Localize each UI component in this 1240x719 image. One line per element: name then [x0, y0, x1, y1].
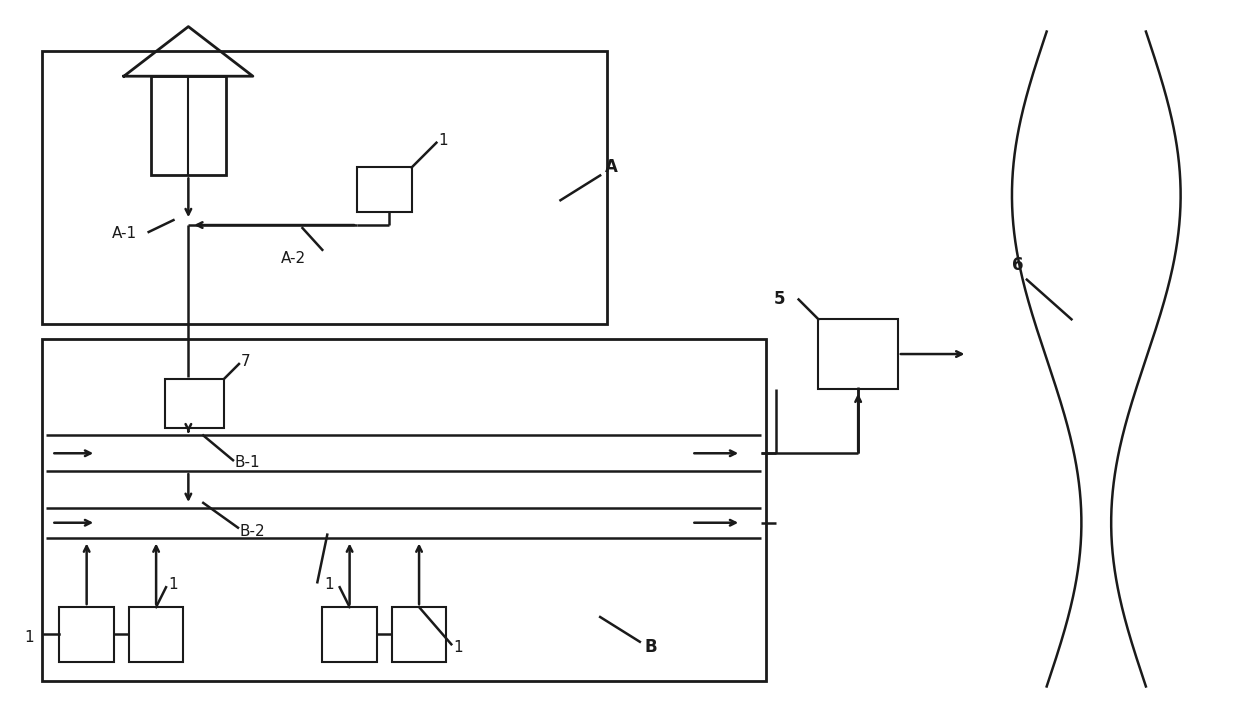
- Bar: [818, 319, 898, 389]
- Text: 1: 1: [325, 577, 335, 592]
- Bar: [392, 607, 446, 661]
- Text: B-2: B-2: [241, 523, 265, 539]
- Text: 6: 6: [1012, 256, 1023, 274]
- Text: A-2: A-2: [280, 251, 306, 266]
- Text: 1: 1: [167, 577, 177, 592]
- Bar: [41, 51, 608, 324]
- Bar: [151, 76, 226, 175]
- Bar: [41, 339, 766, 682]
- Bar: [322, 607, 377, 661]
- Text: B: B: [645, 638, 657, 656]
- Bar: [357, 168, 412, 212]
- Text: 1: 1: [439, 133, 448, 147]
- Text: 7: 7: [241, 354, 250, 369]
- Text: 5: 5: [774, 290, 785, 308]
- Text: B-1: B-1: [236, 455, 260, 470]
- Text: A: A: [605, 158, 618, 176]
- Text: 1: 1: [454, 640, 463, 655]
- Text: 1: 1: [25, 631, 35, 645]
- Bar: [165, 379, 224, 429]
- Text: A-1: A-1: [112, 226, 138, 241]
- Bar: [60, 607, 114, 661]
- Bar: [129, 607, 184, 661]
